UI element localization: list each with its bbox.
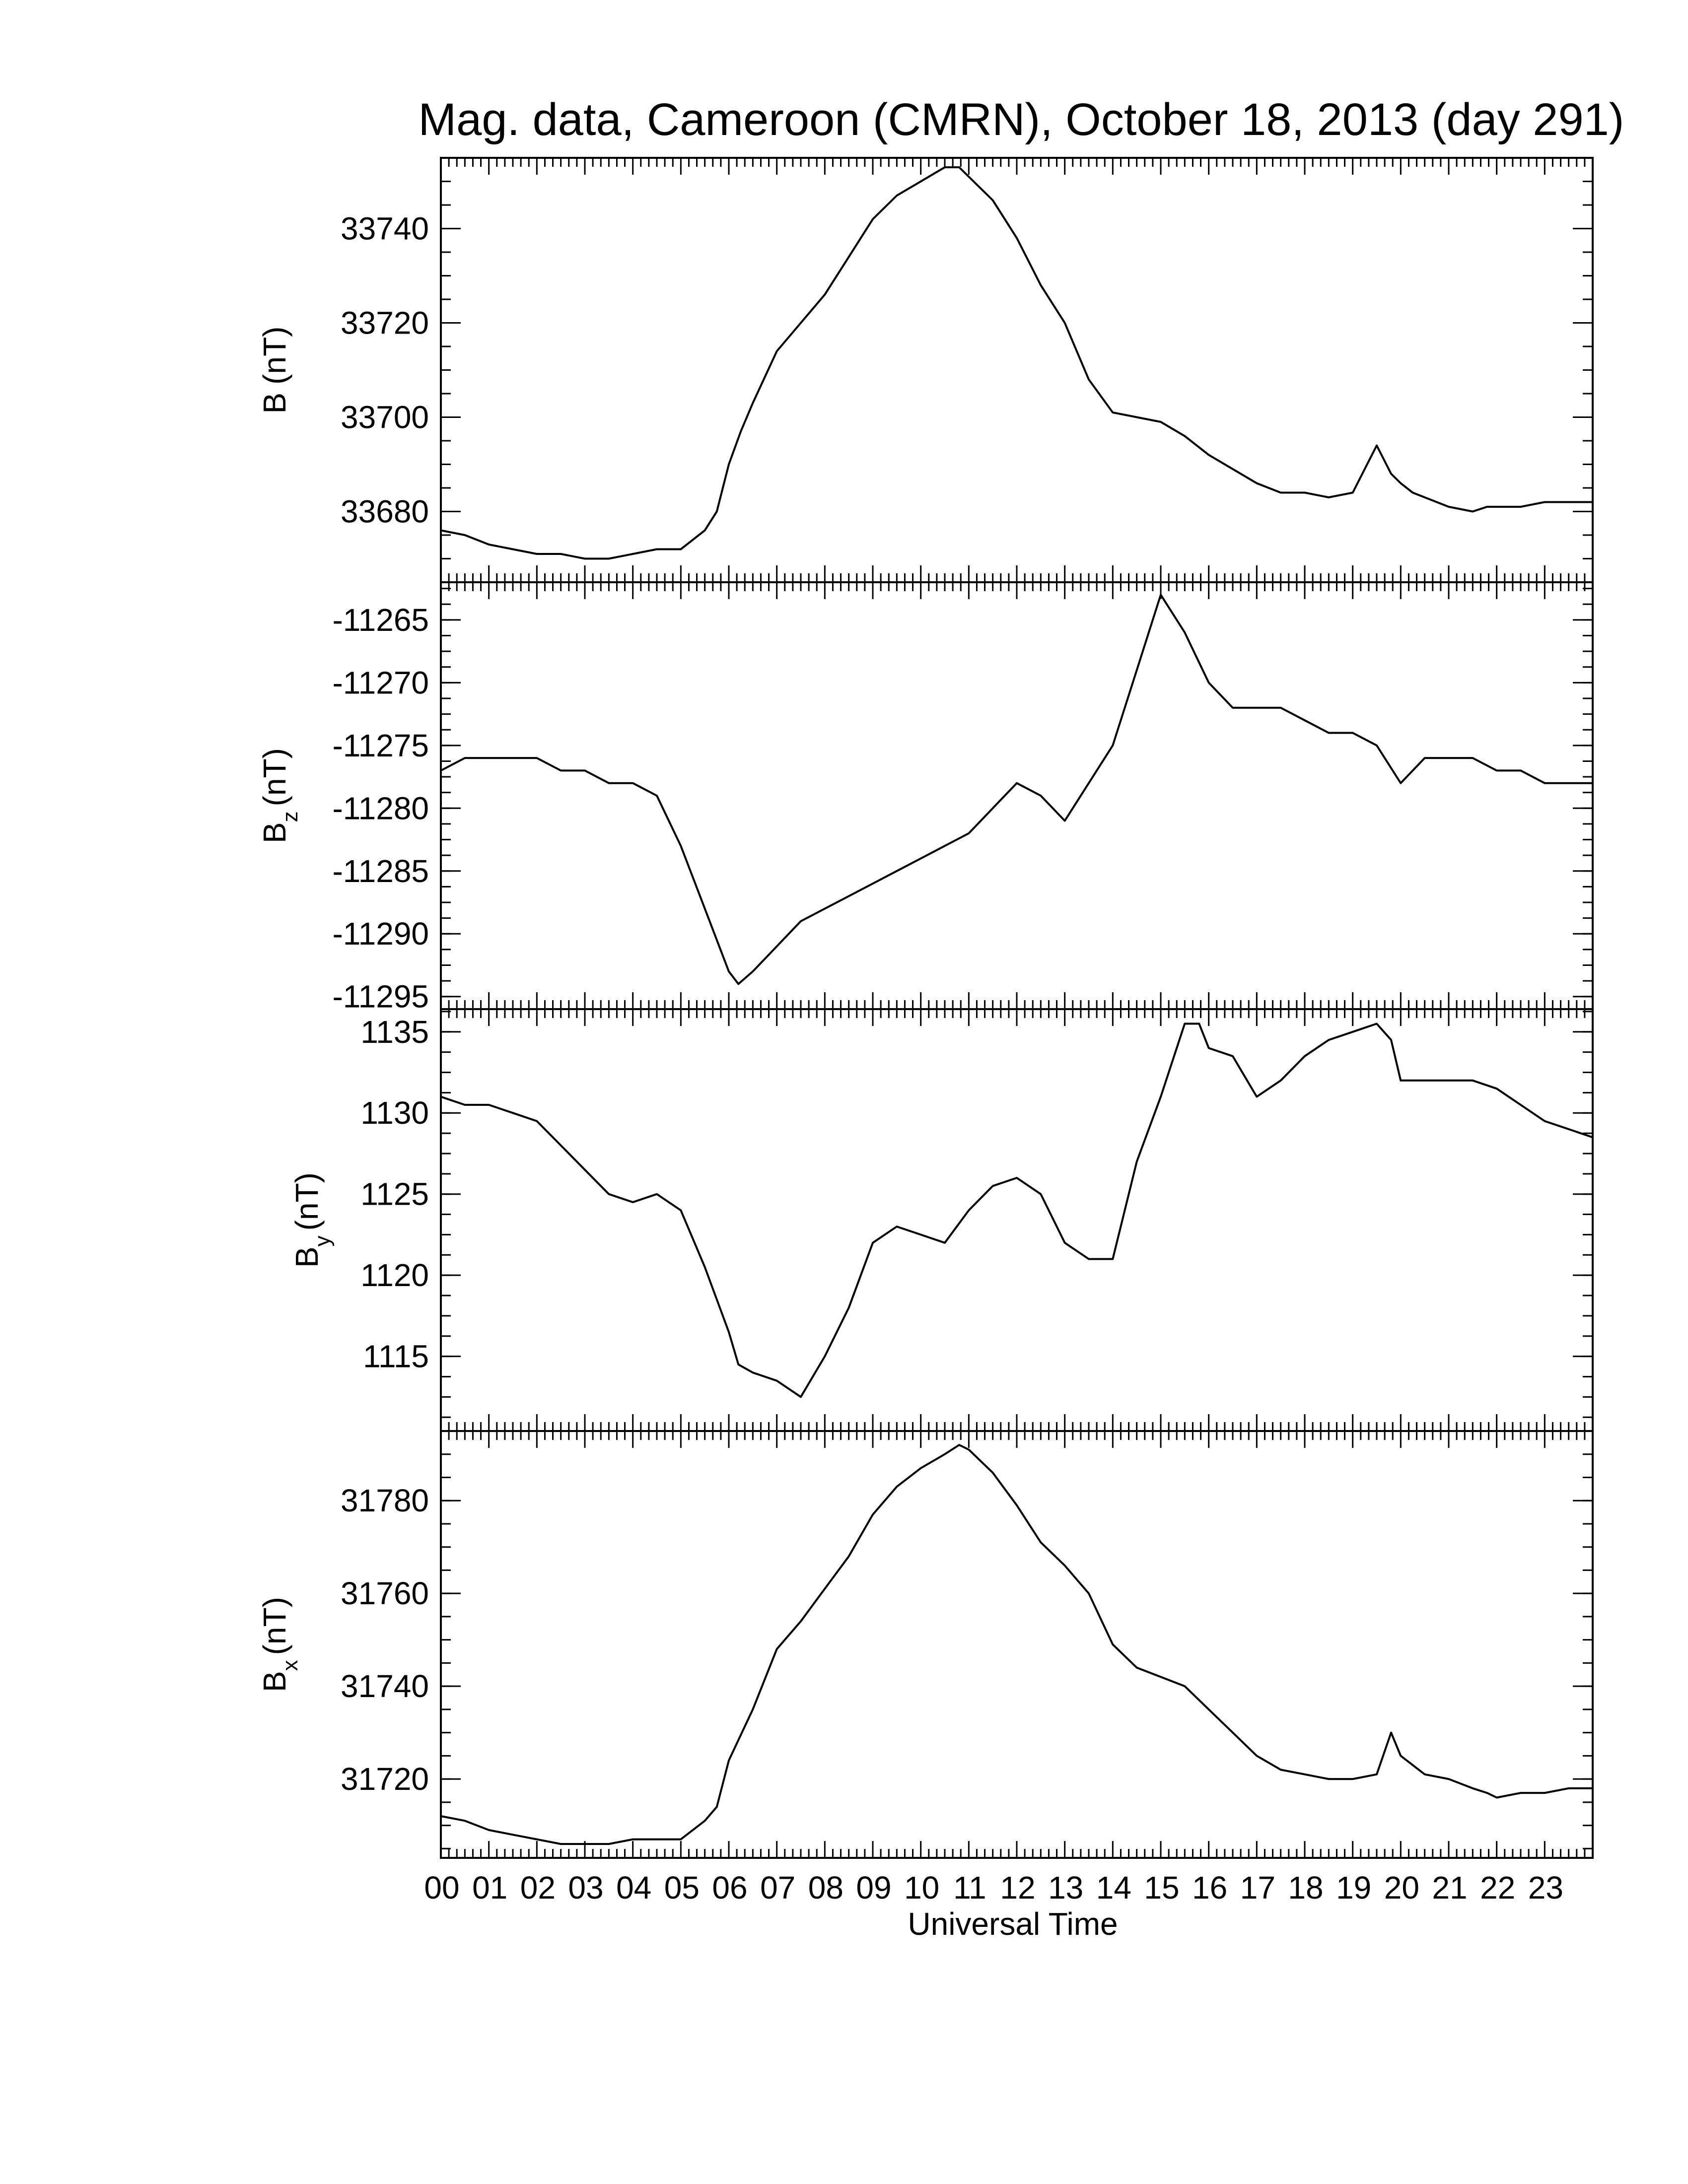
y-tick-label: 1130: [360, 1095, 429, 1131]
y-tick-label: -11280: [332, 790, 429, 826]
y-tick-label: 31720: [341, 1761, 429, 1797]
y-axis-label-sub: x: [278, 1660, 302, 1671]
x-tick-label: 23: [1528, 1870, 1563, 1906]
x-tick-label: 12: [1000, 1870, 1035, 1906]
x-tick-label: 04: [616, 1870, 651, 1906]
x-tick-label: 03: [568, 1870, 603, 1906]
y-tick-label: 1135: [360, 1014, 429, 1050]
y-axis-label-sub: z: [278, 811, 302, 822]
panel-b: 33680 33700 33720 33740 B (nT): [257, 157, 1594, 583]
y-tick-label: 33700: [341, 400, 429, 435]
y-axis-label-main: B: [257, 393, 292, 414]
y-tick-label: 31760: [341, 1575, 429, 1611]
y-tick-label: 33740: [341, 211, 429, 247]
x-tick-label: 06: [712, 1870, 747, 1906]
x-tick-label: 02: [520, 1870, 556, 1906]
series-line: [440, 1023, 1593, 1398]
x-tick-label: 11: [953, 1870, 986, 1906]
y-axis-label-main: B: [257, 822, 292, 843]
y-tick-label: 31780: [341, 1483, 429, 1518]
y-axis-label-sub: y: [310, 1235, 335, 1246]
panel-frame: [440, 1430, 1594, 1859]
y-tick-label: 33680: [341, 494, 429, 530]
panel-bx: 31720 31740 31760 31780 Bx (nT) 00 01 02 03 04 05 06…: [257, 1430, 1594, 1942]
series-line: [440, 594, 1593, 985]
y-axis-label-unit: (nT): [257, 748, 292, 806]
y-tick-label: -11295: [332, 979, 429, 1015]
x-tick-label: 21: [1432, 1870, 1467, 1906]
y-tick-label: -11285: [332, 853, 429, 889]
y-tick-label: -11265: [332, 602, 429, 638]
chart-title: Mag. data, Cameroon (CMRN), October 18, …: [419, 94, 1624, 145]
y-tick-label: 31740: [341, 1668, 429, 1704]
panel-frame: [440, 157, 1594, 583]
panel-bz: -11265 -11270 -11275 -11280 -11285 -11290 -112…: [257, 581, 1594, 1015]
x-tick-label: 05: [664, 1870, 700, 1906]
x-tick-label: 01: [472, 1870, 507, 1906]
x-tick-label: 22: [1480, 1870, 1515, 1906]
x-tick-label: 18: [1288, 1870, 1323, 1906]
y-axis-label: By (nT): [289, 1172, 335, 1268]
x-tick-label: 08: [808, 1870, 844, 1906]
x-tick-label: 15: [1144, 1870, 1179, 1906]
y-tick-label: 1120: [360, 1257, 429, 1293]
y-tick-label: -11270: [332, 665, 429, 700]
x-tick-label: 19: [1336, 1870, 1371, 1906]
y-axis-label-unit: (nT): [257, 1597, 292, 1655]
x-tick-label: 13: [1048, 1870, 1083, 1906]
y-tick-label: 1125: [360, 1176, 429, 1212]
x-tick-label: 00: [424, 1870, 459, 1906]
x-axis-title: Universal Time: [908, 1906, 1118, 1942]
series-line: [440, 166, 1593, 560]
x-tick-label: 10: [904, 1870, 939, 1906]
y-axis-label: Bx (nT): [257, 1597, 302, 1692]
series-line: [440, 1444, 1593, 1845]
x-tick-label: 16: [1192, 1870, 1227, 1906]
panels-group: 33680337003372033740B(nT)-11265-11270-11…: [257, 157, 1594, 1942]
y-axis-label-main: B: [257, 1671, 292, 1692]
x-tick-label: 14: [1096, 1870, 1131, 1906]
x-tick-label: 17: [1240, 1870, 1275, 1906]
x-tick-label: 20: [1384, 1870, 1419, 1906]
y-tick-label: -11290: [332, 916, 429, 952]
y-axis-label-main: B: [289, 1246, 325, 1268]
x-tick-label: 09: [856, 1870, 891, 1906]
y-tick-label: 33720: [341, 305, 429, 341]
y-tick-label: -11275: [332, 728, 429, 763]
panel-frame: [440, 1008, 1594, 1432]
panel-frame: [440, 581, 1594, 1010]
y-axis-label: Bz (nT): [257, 748, 302, 843]
y-axis-label-unit: (nT): [257, 327, 292, 385]
x-tick-label: 07: [760, 1870, 795, 1906]
y-tick-label: 1115: [363, 1339, 429, 1374]
panel-by: 1115 1120 1125 1130 1135 By (nT): [289, 1008, 1594, 1432]
y-axis-label: B (nT): [257, 327, 292, 414]
y-axis-label-unit: (nT): [289, 1172, 325, 1230]
